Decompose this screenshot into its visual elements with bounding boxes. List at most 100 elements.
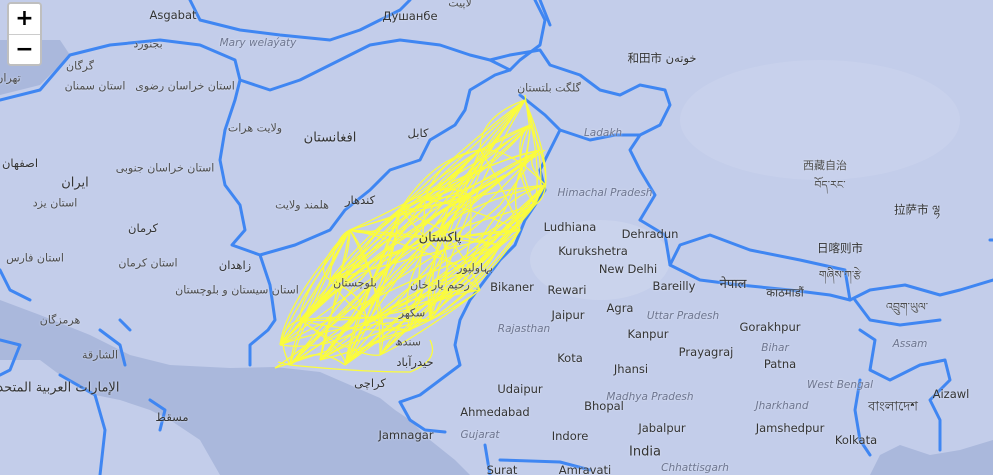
route-track xyxy=(469,204,536,271)
map-label-bikaner: Bikaner xyxy=(490,280,534,294)
map-label-xizang-tib: བོད་རང་ xyxy=(814,178,846,192)
route-track xyxy=(344,209,401,366)
map-label-himachal: Himachal Pradesh xyxy=(557,187,653,199)
map-label-newdelhi: New Delhi xyxy=(598,262,658,276)
map-label-kathmandu: काठमाडौं xyxy=(766,285,804,300)
route-track xyxy=(409,199,426,331)
map-label-south-khorasan: استان خراسان جنوبی xyxy=(115,161,215,175)
route-track xyxy=(319,289,481,361)
route-track xyxy=(409,184,546,331)
map-label-jharkhand: Jharkhand xyxy=(755,400,809,412)
route-track xyxy=(429,229,521,321)
map-label-dushanbe-ar: لاپیت xyxy=(448,0,472,10)
route-track xyxy=(329,149,481,281)
route-track xyxy=(439,244,501,301)
map-label-assam: Assam xyxy=(892,338,928,350)
map-label-udaipur: Udaipur xyxy=(497,382,543,396)
map-label-tehran: تهران xyxy=(0,71,21,85)
map-label-dushanbe: Душанбе xyxy=(382,9,438,23)
route-track xyxy=(399,149,481,211)
map-label-ladakh: Ladakh xyxy=(583,127,623,139)
map-label-bhutan: འབྲུག་ཡུལ་ xyxy=(885,300,929,314)
route-track xyxy=(274,94,531,369)
route-track xyxy=(289,194,471,366)
route-track xyxy=(289,339,434,373)
map-label-khorasan-razavi: استان خراسان رضوی xyxy=(135,79,235,93)
map-label-kurukshetra: Kurukshetra xyxy=(558,244,628,258)
map-label-dehradun: Dehradun xyxy=(621,227,679,241)
route-track xyxy=(379,194,471,356)
map-label-shigatse: 日喀则市 xyxy=(817,241,863,255)
map-label-prayagraj: Prayagraj xyxy=(678,345,734,359)
map-label-ludhiana: Ludhiana xyxy=(543,220,597,234)
map-label-aizawl: Aizawl xyxy=(932,387,970,401)
map-label-jamnagar: Jamnagar xyxy=(378,428,434,442)
map-label-bahawalpur: بہاولپور xyxy=(457,261,493,275)
route-track xyxy=(424,149,541,201)
map-label-bojnurd: بجنورد xyxy=(133,37,163,51)
zoom-in-button[interactable]: + xyxy=(9,4,40,34)
route-track xyxy=(479,124,531,151)
map-label-gujarat: Gujarat xyxy=(460,429,500,441)
map-label-ahmedabad: Ahmedabad xyxy=(460,405,530,419)
map-label-kabul: کابل xyxy=(407,126,429,140)
route-track xyxy=(329,149,481,281)
map-label-yazd: استان یزد xyxy=(32,196,78,210)
route-track xyxy=(279,229,351,346)
map-label-kerman-prov: استان کرمان xyxy=(118,256,178,270)
map-label-kerman: کرمان xyxy=(128,221,158,235)
route-track xyxy=(344,209,401,366)
map-label-chhattisgarh: Chhattisgarh xyxy=(661,462,729,474)
map-label-kandahar: کندهار xyxy=(344,193,376,207)
map-label-jaipur: Jaipur xyxy=(551,308,585,322)
map-label-west-bengal: West Bengal xyxy=(806,379,874,391)
map-label-sindh: سندھ xyxy=(395,335,421,349)
map-label-afghanistan: افغانستان xyxy=(303,130,357,146)
route-track xyxy=(429,244,501,321)
map-label-uttar-pradesh: Uttar Pradesh xyxy=(646,310,720,322)
route-track xyxy=(524,99,542,206)
zoom-control: + − xyxy=(7,2,42,66)
map-label-gorakhpur: Gorakhpur xyxy=(739,320,801,334)
route-track xyxy=(364,269,471,326)
map-label-iran: ایران xyxy=(61,175,89,191)
route-track xyxy=(349,229,521,238)
route-track xyxy=(319,269,471,361)
map-label-kota: Kota xyxy=(557,351,583,365)
map-label-rewari: Rewari xyxy=(547,283,587,297)
map-label-bhopal: Bhopal xyxy=(584,399,624,413)
arabia-land xyxy=(0,360,220,475)
route-track xyxy=(409,184,546,331)
route-track xyxy=(344,99,526,366)
map-label-jamshedpur: Jamshedpur xyxy=(755,421,825,435)
map-label-lhasa: 拉萨市 ལྷ xyxy=(893,202,941,217)
route-track xyxy=(344,184,546,366)
zoom-out-button[interactable]: − xyxy=(9,34,40,64)
map-label-balochistan: بلوچستان xyxy=(333,276,377,290)
route-track xyxy=(399,209,441,231)
route-track xyxy=(429,229,441,321)
route-track xyxy=(379,269,471,356)
map-label-uae: الإمارات العربية المتحدة xyxy=(0,380,120,396)
map-label-bangladesh: বাংলাদেশ xyxy=(868,399,918,415)
map-label-hyderabad: حیدرآباد xyxy=(396,355,434,369)
route-track xyxy=(299,316,431,321)
map-label-bihar: Bihar xyxy=(761,342,789,354)
route-track xyxy=(299,229,441,321)
map-label-helmand: هلمند ولایت xyxy=(275,198,329,212)
map-label-rahim-yar-khan: رحیم یار خان xyxy=(410,278,470,292)
map-label-hormozgan: هرمزگان xyxy=(39,313,81,327)
map-label-sharjah: الشارقة xyxy=(81,348,119,362)
route-track xyxy=(274,149,546,369)
route-track xyxy=(289,149,481,366)
map-label-patna: Patna xyxy=(763,357,797,371)
map-label-sukkur: سکھر xyxy=(398,306,426,320)
route-track xyxy=(364,244,501,326)
bay-of-bengal xyxy=(870,440,993,475)
map-label-ashgabat: Asgabat xyxy=(149,8,197,22)
route-track xyxy=(406,229,441,331)
map-label-gb: گلگت بلتستان xyxy=(517,81,581,95)
